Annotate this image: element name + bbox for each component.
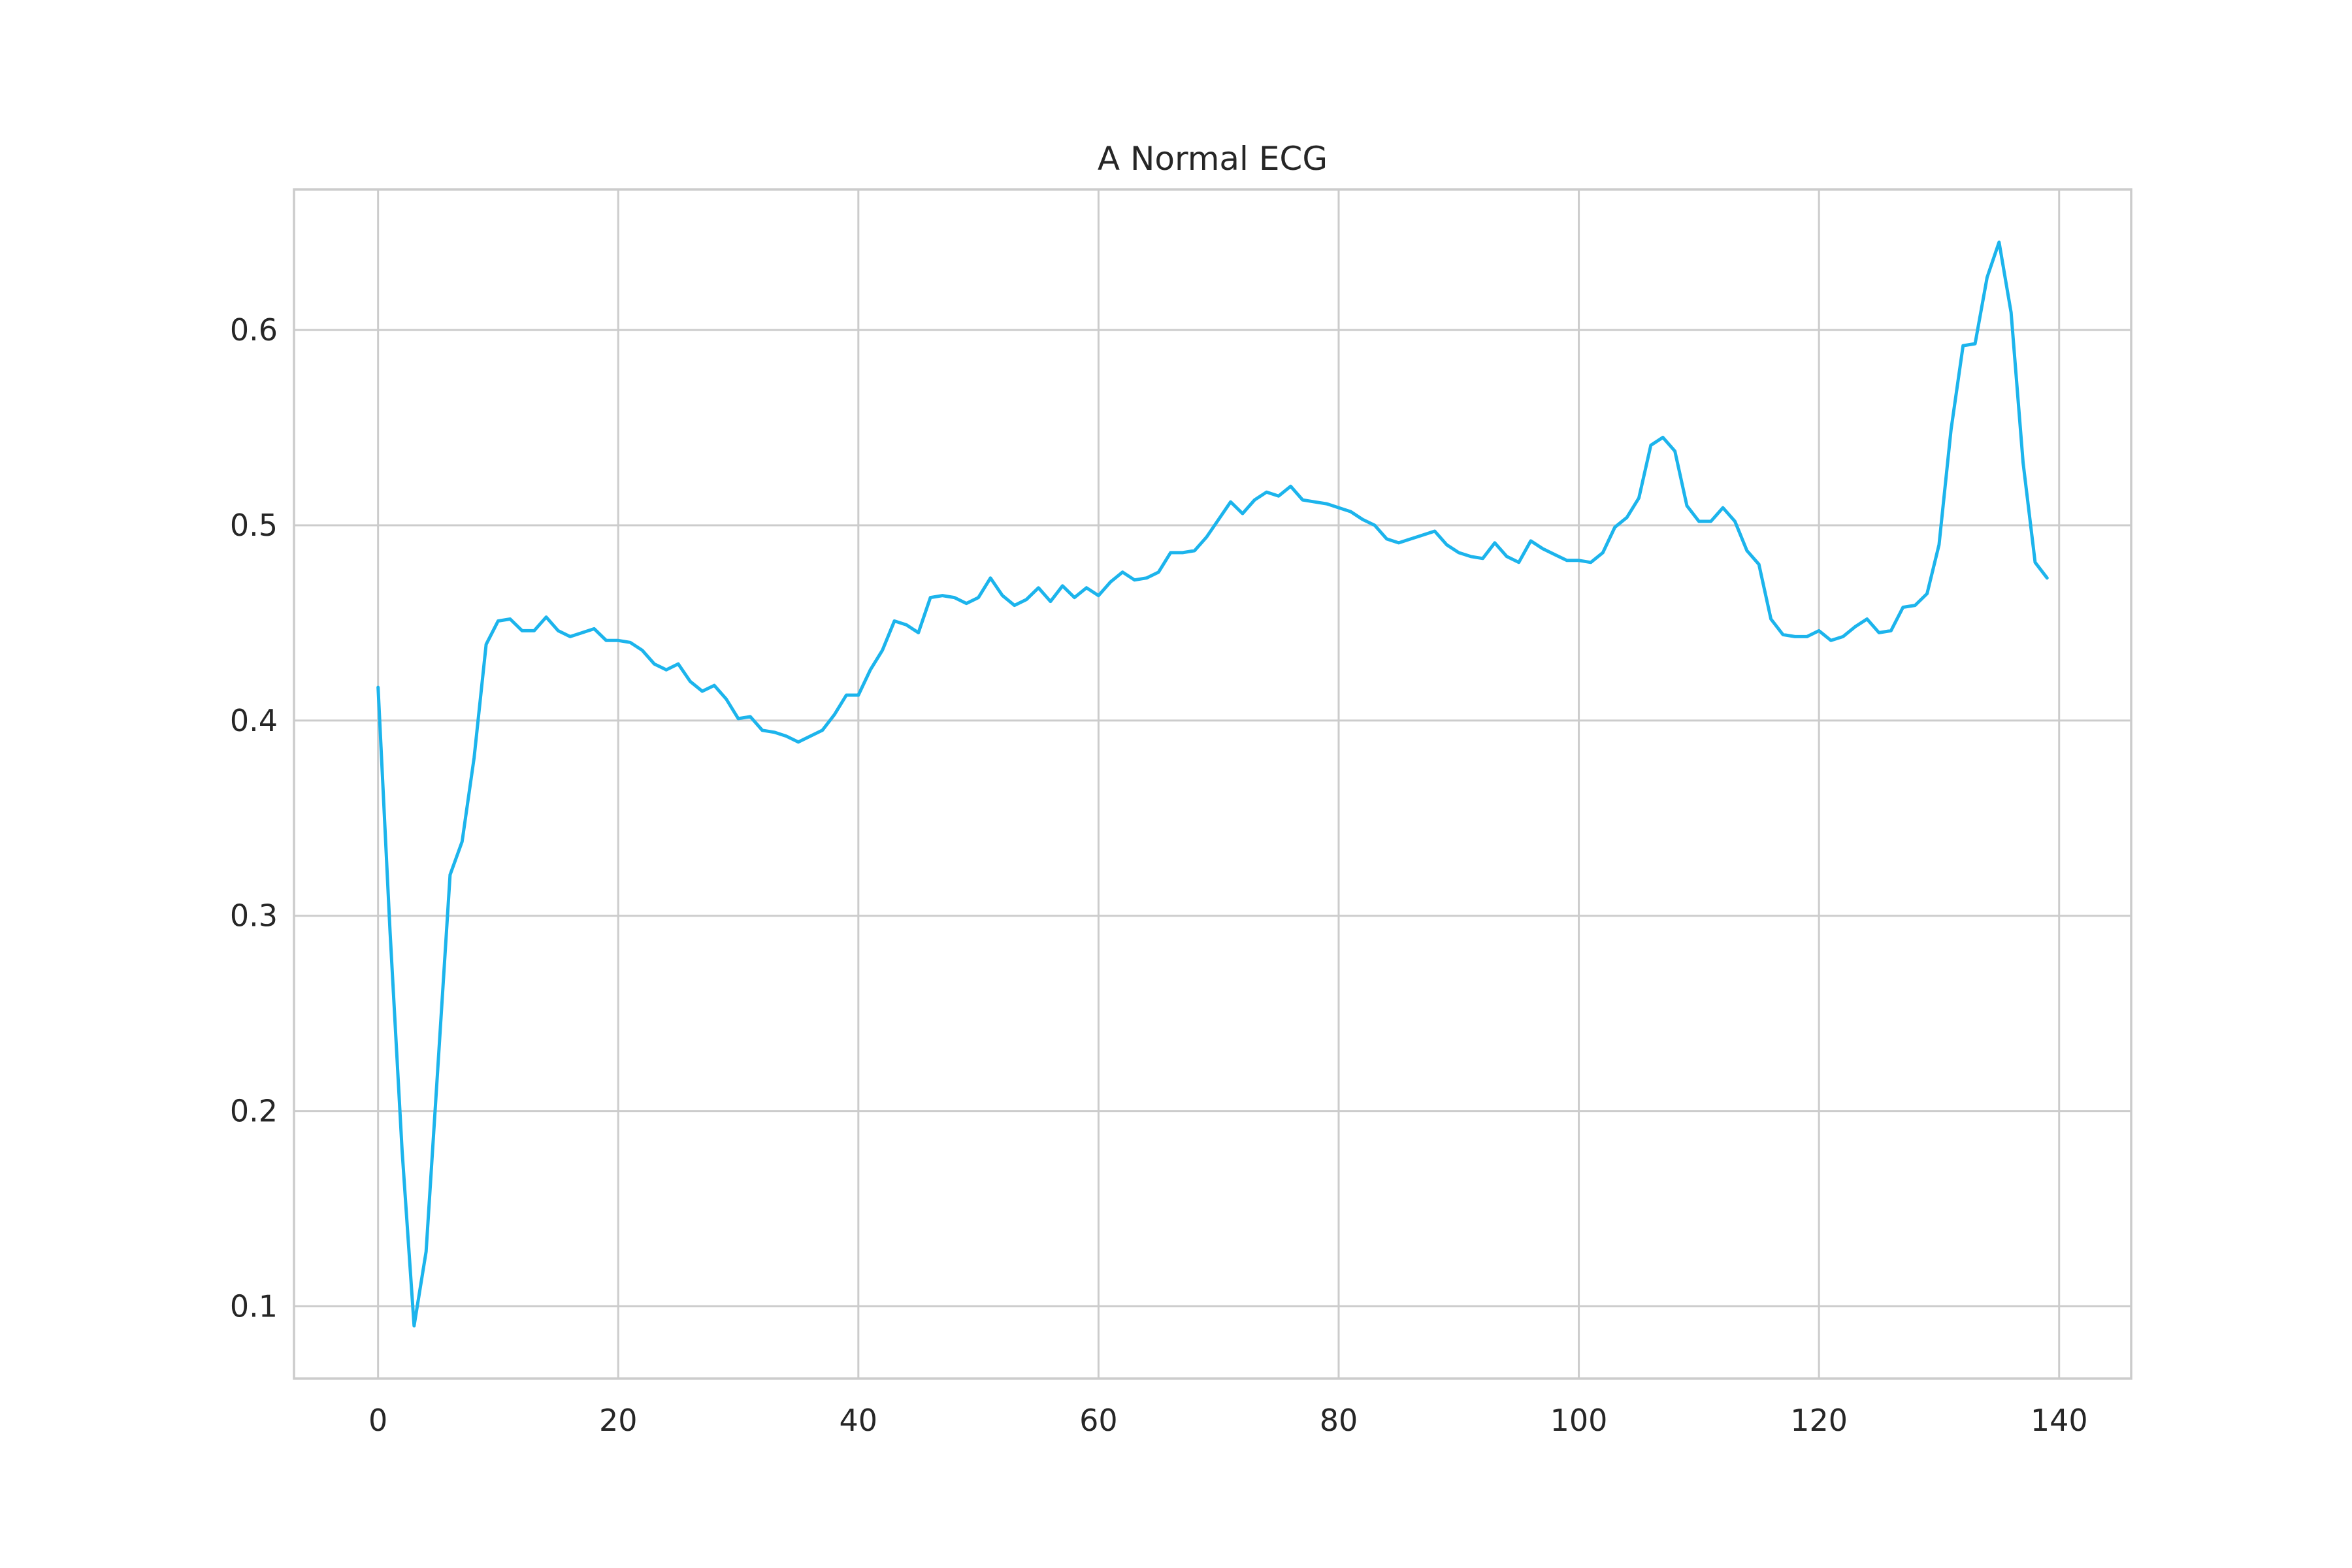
- x-gridlines: [377, 189, 2061, 1379]
- y-tick-labels: 0.1 0.2 0.3 0.4 0.5 0.6: [230, 312, 278, 1324]
- x-tick-label: 140: [2031, 1403, 2088, 1438]
- y-tick-label: 0.2: [230, 1094, 278, 1129]
- x-tick-label: 0: [368, 1403, 387, 1438]
- y-tick-label: 0.3: [230, 898, 278, 934]
- y-tick-label: 0.4: [230, 703, 278, 738]
- y-tick-label: 0.5: [230, 508, 278, 543]
- x-tick-label: 120: [1790, 1403, 1848, 1438]
- x-tick-label: 60: [1079, 1403, 1118, 1438]
- x-tick-labels: 0 20 40 60 80 100 120 140: [368, 1403, 2088, 1438]
- x-tick-label: 100: [1550, 1403, 1608, 1438]
- x-tick-label: 80: [1320, 1403, 1358, 1438]
- series-layer: [376, 240, 2049, 1328]
- x-tick-label: 20: [599, 1403, 638, 1438]
- y-gridlines: [294, 329, 2131, 1307]
- y-tick-label: 0.1: [230, 1288, 278, 1324]
- y-tick-label: 0.6: [230, 312, 278, 348]
- plot-frame: [293, 188, 2132, 1380]
- chart-title: A Normal ECG: [1098, 140, 1328, 178]
- x-tick-label: 40: [840, 1403, 878, 1438]
- ecg-series-line: [376, 240, 2049, 1328]
